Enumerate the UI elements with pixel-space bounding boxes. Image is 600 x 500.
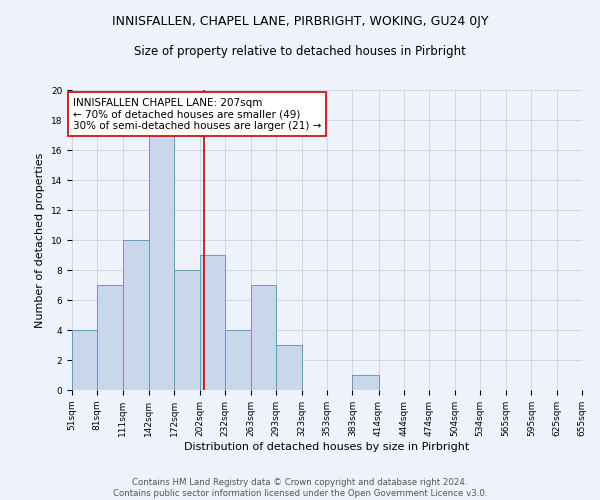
Bar <box>174 270 199 390</box>
Bar <box>97 285 122 390</box>
Y-axis label: Number of detached properties: Number of detached properties <box>35 152 45 328</box>
Text: INNISFALLEN CHAPEL LANE: 207sqm
← 70% of detached houses are smaller (49)
30% of: INNISFALLEN CHAPEL LANE: 207sqm ← 70% of… <box>73 98 321 130</box>
Text: Contains HM Land Registry data © Crown copyright and database right 2024.
Contai: Contains HM Land Registry data © Crown c… <box>113 478 487 498</box>
Bar <box>199 255 225 390</box>
Bar <box>149 135 174 390</box>
X-axis label: Distribution of detached houses by size in Pirbright: Distribution of detached houses by size … <box>184 442 470 452</box>
Text: INNISFALLEN, CHAPEL LANE, PIRBRIGHT, WOKING, GU24 0JY: INNISFALLEN, CHAPEL LANE, PIRBRIGHT, WOK… <box>112 15 488 28</box>
Bar <box>277 345 302 390</box>
Bar <box>225 330 251 390</box>
Bar <box>72 330 97 390</box>
Text: Size of property relative to detached houses in Pirbright: Size of property relative to detached ho… <box>134 45 466 58</box>
Bar <box>352 375 379 390</box>
Bar <box>122 240 149 390</box>
Bar <box>251 285 277 390</box>
